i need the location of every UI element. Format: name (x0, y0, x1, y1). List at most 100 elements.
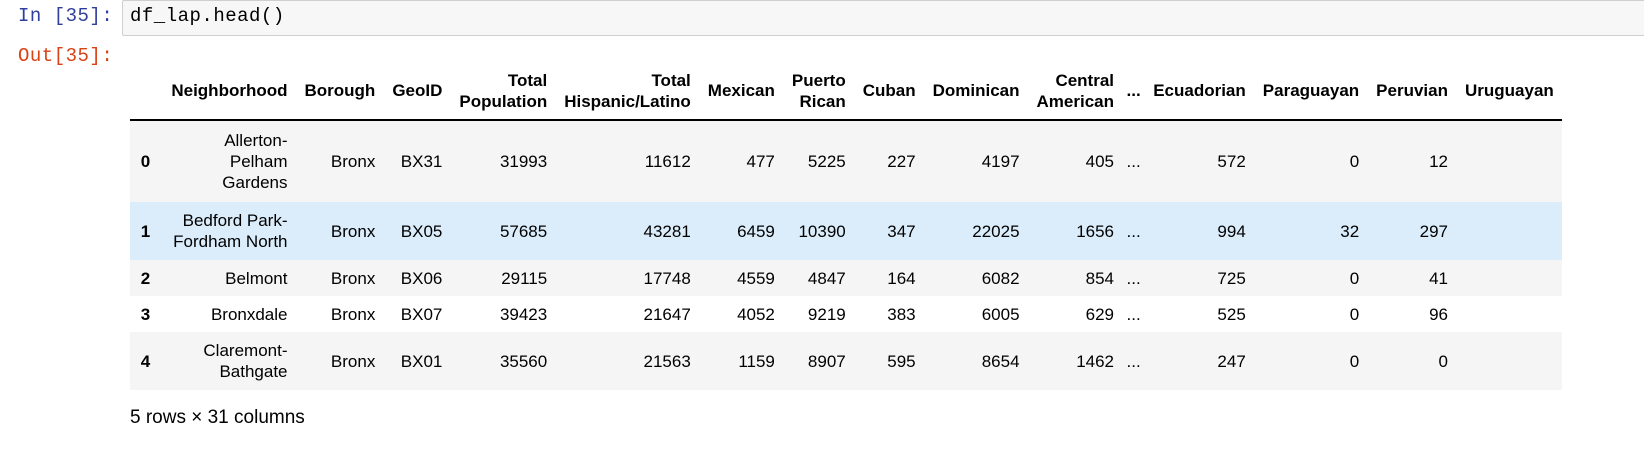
cell-dominican: 8654 (981, 351, 1020, 371)
cell-uruguayan (1456, 296, 1562, 332)
cell-index: 0 (140, 152, 151, 171)
cell-neighborhood: Claremont-Bathgate (203, 341, 288, 381)
cell-total-population: 57685 (499, 221, 548, 241)
cell-total-hispanic-latino: 43281 (643, 221, 691, 241)
cell-peruvian: 0 (1438, 351, 1448, 371)
cell-uruguayan (1456, 120, 1562, 202)
cell-cuban: 595 (887, 351, 916, 371)
cell-cuban: 383 (887, 304, 916, 324)
cell-ellipsis: ... (1126, 304, 1141, 324)
cell-cuban: 164 (887, 268, 916, 288)
cell-total-population: 29115 (501, 268, 548, 288)
cell-puerto-rican: 8907 (807, 351, 846, 371)
header-ecuadorian: Ecuadorian (1144, 62, 1255, 121)
header-mexican: Mexican (699, 62, 784, 121)
cell-geoid: BX05 (400, 221, 443, 241)
header-cuban: Cuban (854, 62, 925, 121)
cell-puerto-rican: 4847 (807, 268, 846, 288)
cell-paraguayan: 0 (1349, 351, 1360, 371)
cell-geoid: BX06 (400, 268, 443, 288)
cell-dominican: 4197 (981, 152, 1020, 171)
cell-uruguayan (1456, 260, 1562, 296)
cell-mexican: 477 (746, 152, 775, 171)
cell-ecuadorian: 525 (1217, 304, 1246, 324)
cell-index: 1 (140, 221, 151, 241)
cell-geoid: BX07 (400, 304, 443, 324)
header-neighborhood: Neighborhood (161, 62, 296, 121)
dataframe-table: Neighborhood Borough GeoID Total Populati… (130, 62, 1563, 390)
cell-uruguayan (1456, 332, 1562, 390)
cell-total-hispanic-latino: 11612 (644, 152, 691, 171)
table-row: 3 Bronxdale Bronx BX07 39423 21647 4052 9219 383… (130, 296, 1562, 332)
cell-borough: Bronx (330, 351, 376, 371)
cell-mexican: 1159 (738, 351, 775, 371)
cell-peruvian: 12 (1429, 152, 1448, 171)
cell-geoid: BX01 (400, 351, 443, 371)
cell-index: 2 (140, 268, 151, 288)
cell-neighborhood: Belmont (225, 268, 288, 288)
cell-cuban: 347 (887, 221, 916, 241)
cell-ellipsis: ... (1126, 351, 1141, 371)
input-prompt: In [35]: (18, 5, 114, 27)
cell-uruguayan (1456, 202, 1562, 260)
cell-ellipsis: ... (1126, 221, 1141, 241)
header-geoid: GeoID (383, 62, 451, 121)
cell-cuban: 227 (887, 152, 916, 171)
cell-peruvian: 96 (1429, 304, 1448, 324)
header-total-population: Total Population (450, 62, 556, 121)
code-text[interactable]: df_lap.head() (130, 5, 285, 27)
cell-total-population: 31993 (499, 152, 548, 171)
cell-mexican: 4559 (737, 268, 775, 288)
cell-borough: Bronx (330, 304, 376, 324)
cell-dominican: 6005 (981, 304, 1020, 324)
cell-central-american: 1656 (1076, 221, 1115, 241)
cell-puerto-rican: 9219 (807, 304, 846, 324)
cell-ecuadorian: 994 (1217, 221, 1246, 241)
header-total-hispanic-latino: Total Hispanic/Latino (555, 62, 700, 121)
cell-total-hispanic-latino: 21563 (643, 351, 691, 371)
header-central-american: Central American (1028, 62, 1123, 121)
header-puerto-rican: Puerto Rican (783, 62, 855, 121)
cell-geoid: BX31 (400, 152, 443, 171)
cell-ellipsis: ... (1126, 152, 1141, 171)
cell-borough: Bronx (330, 152, 376, 171)
cell-central-american: 1462 (1076, 351, 1115, 371)
cell-mexican: 6459 (737, 221, 775, 241)
header-peruvian: Peruvian (1367, 62, 1457, 121)
table-row: 4 Claremont-Bathgate Bronx BX01 35560 21563 11… (130, 332, 1563, 390)
cell-puerto-rican: 5225 (807, 152, 846, 171)
dataframe-output: Neighborhood Borough GeoID Total Populati… (130, 62, 1644, 392)
cell-ecuadorian: 725 (1217, 268, 1246, 288)
cell-neighborhood: Allerton-Pelham Gardens (222, 131, 288, 192)
header-uruguayan: Uruguayan (1456, 62, 1563, 121)
code-cell[interactable]: df_lap.head() (122, 0, 1644, 36)
cell-dominican: 22025 (972, 221, 1020, 241)
header-index (130, 62, 161, 121)
cell-total-population: 35560 (499, 351, 548, 371)
cell-peruvian: 41 (1429, 268, 1448, 288)
cell-peruvian: 297 (1419, 221, 1448, 241)
cell-total-hispanic-latino: 21647 (643, 304, 691, 324)
cell-borough: Bronx (330, 268, 376, 288)
cell-index: 3 (140, 304, 151, 324)
cell-paraguayan: 0 (1349, 304, 1360, 324)
cell-central-american: 405 (1085, 152, 1115, 171)
header-borough: Borough (296, 62, 384, 121)
cell-neighborhood: Bronxdale (210, 304, 288, 324)
dataframe-shape-summary: 5 rows × 31 columns (130, 407, 305, 428)
cell-mexican: 4052 (737, 304, 775, 324)
table-row: 0 Allerton-Pelham Gardens Bronx BX31 31993 11… (130, 120, 1563, 202)
cell-ecuadorian: 572 (1217, 152, 1246, 171)
cell-borough: Bronx (330, 221, 376, 241)
cell-ecuadorian: 247 (1217, 351, 1246, 371)
cell-index: 4 (140, 351, 151, 371)
header-paraguayan: Paraguayan (1254, 62, 1368, 121)
table-row: 1 Bedford Park-Fordham North Bronx BX05 5768… (130, 202, 1563, 260)
table-row: 2 Belmont Bronx BX06 29115 17748 4559 4847 164 60… (130, 260, 1563, 296)
output-prompt: Out[35]: (18, 45, 114, 67)
cell-neighborhood: Bedford Park-Fordham North (173, 211, 288, 251)
cell-paraguayan: 0 (1349, 268, 1360, 288)
cell-total-population: 39423 (499, 304, 548, 324)
cell-central-american: 629 (1085, 304, 1115, 324)
table-header-row: Neighborhood Borough GeoID Total Populati… (130, 62, 1563, 121)
